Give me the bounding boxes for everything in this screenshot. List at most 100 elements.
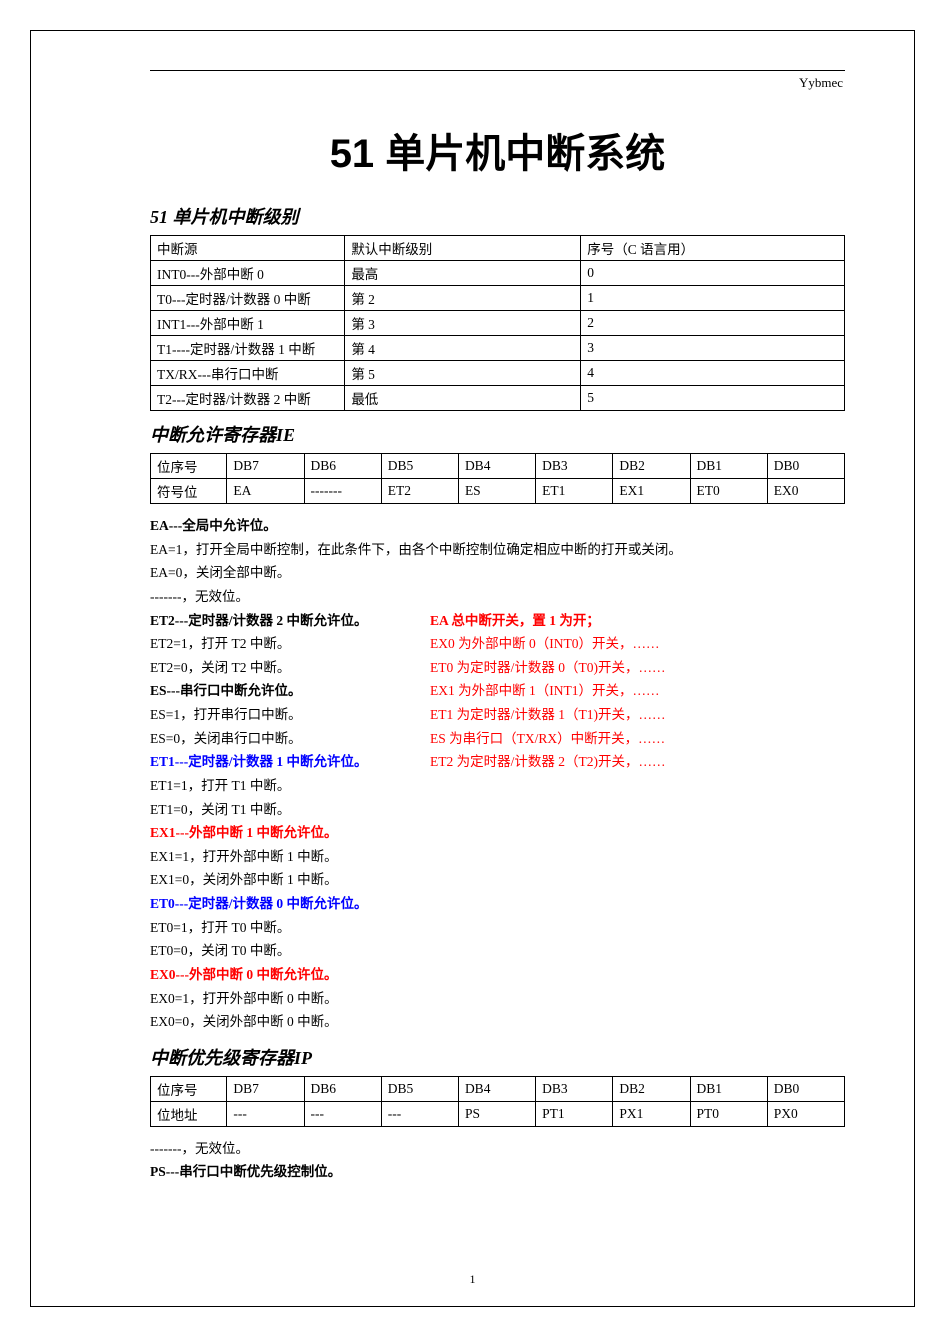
table-row: 位地址 --- --- --- PS PT1 PX1 PT0 PX0 <box>151 1101 845 1126</box>
table-row: T0---定时器/计数器 0 中断第 21 <box>151 286 845 311</box>
cell: 第 5 <box>345 361 581 386</box>
table-row: T2---定时器/计数器 2 中断最低5 <box>151 386 845 411</box>
cell: 最高 <box>345 261 581 286</box>
cell: PT0 <box>690 1101 767 1126</box>
ex0-line: EX0=1，打开外部中断 0 中断。 <box>150 987 845 1011</box>
ps-title: PS---串行口中断优先级控制位。 <box>150 1160 845 1184</box>
cell: DB6 <box>304 454 381 479</box>
cell: ------- <box>304 479 381 504</box>
cell: ES <box>458 479 535 504</box>
cell: 序号（C 语言用） <box>581 236 845 261</box>
cell: DB6 <box>304 1076 381 1101</box>
ip-register-table: 位序号 DB7 DB6 DB5 DB4 DB3 DB2 DB1 DB0 位地址 … <box>150 1076 845 1127</box>
cell: 2 <box>581 311 845 336</box>
cell: DB4 <box>458 1076 535 1101</box>
ie-register-table: 位序号 DB7 DB6 DB5 DB4 DB3 DB2 DB1 DB0 符号位 … <box>150 453 845 504</box>
ea-line: EA=1，打开全局中断控制，在此条件下，由各个中断控制位确定相应中断的打开或关闭… <box>150 538 845 562</box>
cell: DB2 <box>613 1076 690 1101</box>
right-line: ET2 为定时器/计数器 2（T2)开关，…… <box>430 750 666 774</box>
cell: ET0 <box>690 479 767 504</box>
section2-title: 中断允许寄存器IE <box>150 421 845 447</box>
table-row: T1----定时器/计数器 1 中断第 43 <box>151 336 845 361</box>
right-line: ES 为串行口（TX/RX）中断开关，…… <box>430 727 666 751</box>
cell: DB5 <box>381 1076 458 1101</box>
page-number: 1 <box>0 1272 945 1287</box>
cell: DB3 <box>536 454 613 479</box>
cell: DB7 <box>227 1076 304 1101</box>
cell: 4 <box>581 361 845 386</box>
cell: TX/RX---串行口中断 <box>151 361 345 386</box>
et1-line: ET1=1，打开 T1 中断。 <box>150 774 845 798</box>
cell: INT0---外部中断 0 <box>151 261 345 286</box>
cell: T2---定时器/计数器 2 中断 <box>151 386 345 411</box>
ex1-title: EX1---外部中断 1 中断允许位。 <box>150 821 845 845</box>
two-column-area: ET2---定时器/计数器 2 中断允许位。 ET2=1，打开 T2 中断。 E… <box>150 609 845 774</box>
cell: 1 <box>581 286 845 311</box>
cell: DB1 <box>690 1076 767 1101</box>
cell: 第 3 <box>345 311 581 336</box>
cell: 位序号 <box>151 454 227 479</box>
cell: 第 2 <box>345 286 581 311</box>
dash-line: -------，无效位。 <box>150 1137 845 1161</box>
cell: DB5 <box>381 454 458 479</box>
et0-line: ET0=0，关闭 T0 中断。 <box>150 939 845 963</box>
cell: EX1 <box>613 479 690 504</box>
cell: 5 <box>581 386 845 411</box>
cell: INT1---外部中断 1 <box>151 311 345 336</box>
main-title: 51 单片机中断系统 <box>150 121 845 179</box>
table-row: 位序号 DB7 DB6 DB5 DB4 DB3 DB2 DB1 DB0 <box>151 454 845 479</box>
cell: --- <box>227 1101 304 1126</box>
right-line: EA 总中断开关，置 1 为开； <box>430 609 666 633</box>
cell: 位地址 <box>151 1101 227 1126</box>
cell: --- <box>381 1101 458 1126</box>
table-row: 符号位 EA ------- ET2 ES ET1 EX1 ET0 EX0 <box>151 479 845 504</box>
right-column: EA 总中断开关，置 1 为开； EX0 为外部中断 0（INT0）开关，…… … <box>430 609 666 774</box>
right-line: ET1 为定时器/计数器 1（T1)开关，…… <box>430 703 666 727</box>
cell: PT1 <box>536 1101 613 1126</box>
cell: EX0 <box>767 479 844 504</box>
cell: 符号位 <box>151 479 227 504</box>
right-line: ET0 为定时器/计数器 0（T0)开关，…… <box>430 656 666 680</box>
cell: DB7 <box>227 454 304 479</box>
cell: DB0 <box>767 1076 844 1101</box>
ex0-title: EX0---外部中断 0 中断允许位。 <box>150 963 845 987</box>
cell: 位序号 <box>151 1076 227 1101</box>
ie-description: EA---全局中允许位。 EA=1，打开全局中断控制，在此条件下，由各个中断控制… <box>150 514 845 1034</box>
table-row: 中断源 默认中断级别 序号（C 语言用） <box>151 236 845 261</box>
cell: PS <box>458 1101 535 1126</box>
table-row: INT0---外部中断 0最高0 <box>151 261 845 286</box>
table-row: 位序号 DB7 DB6 DB5 DB4 DB3 DB2 DB1 DB0 <box>151 1076 845 1101</box>
cell: DB3 <box>536 1076 613 1101</box>
et0-line: ET0=1，打开 T0 中断。 <box>150 916 845 940</box>
table-row: TX/RX---串行口中断第 54 <box>151 361 845 386</box>
cell: 默认中断级别 <box>345 236 581 261</box>
cell: PX0 <box>767 1101 844 1126</box>
cell: ET2 <box>381 479 458 504</box>
ex0-line: EX0=0，关闭外部中断 0 中断。 <box>150 1010 845 1034</box>
ex1-line: EX1=1，打开外部中断 1 中断。 <box>150 845 845 869</box>
cell: ET1 <box>536 479 613 504</box>
cell: DB0 <box>767 454 844 479</box>
cell: 3 <box>581 336 845 361</box>
right-line: EX0 为外部中断 0（INT0）开关，…… <box>430 632 666 656</box>
et1-line: ET1=0，关闭 T1 中断。 <box>150 798 845 822</box>
dash-line: -------，无效位。 <box>150 585 845 609</box>
section1-title: 51 单片机中断级别 <box>150 203 845 229</box>
content-area: Yybmec 51 单片机中断系统 51 单片机中断级别 中断源 默认中断级别 … <box>150 70 845 1184</box>
cell: T1----定时器/计数器 1 中断 <box>151 336 345 361</box>
cell: PX1 <box>613 1101 690 1126</box>
header-rule <box>150 70 845 71</box>
interrupt-level-table: 中断源 默认中断级别 序号（C 语言用） INT0---外部中断 0最高0 T0… <box>150 235 845 411</box>
cell: --- <box>304 1101 381 1126</box>
cell: 0 <box>581 261 845 286</box>
table-row: INT1---外部中断 1第 32 <box>151 311 845 336</box>
right-line: EX1 为外部中断 1（INT1）开关，…… <box>430 679 666 703</box>
ea-line: EA=0，关闭全部中断。 <box>150 561 845 585</box>
header-label: Yybmec <box>150 75 845 91</box>
ea-title: EA---全局中允许位。 <box>150 514 845 538</box>
cell: T0---定时器/计数器 0 中断 <box>151 286 345 311</box>
cell: EA <box>227 479 304 504</box>
et0-title: ET0---定时器/计数器 0 中断允许位。 <box>150 892 845 916</box>
cell: 第 4 <box>345 336 581 361</box>
ex1-line: EX1=0，关闭外部中断 1 中断。 <box>150 868 845 892</box>
